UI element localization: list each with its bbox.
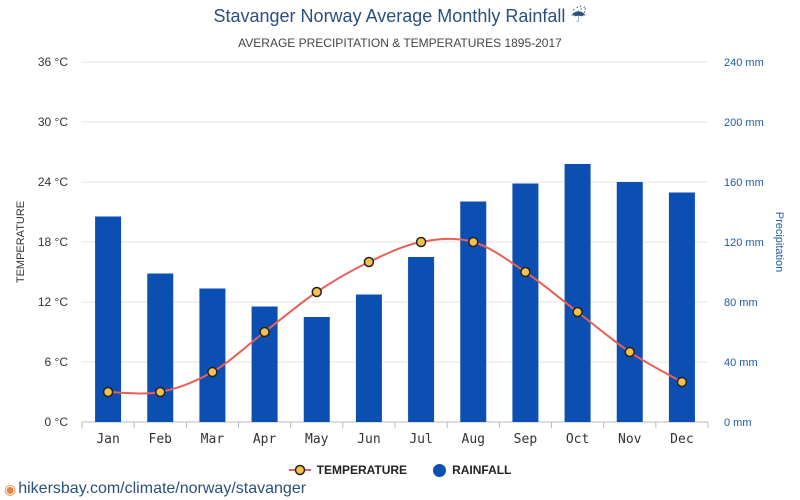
- x-tick-label: Feb: [149, 432, 173, 447]
- y-tick-label-left: 18 °C: [38, 235, 68, 249]
- location-pin-icon: ◉: [4, 480, 17, 497]
- x-tick-label: Jan: [96, 432, 119, 447]
- temperature-point: [468, 236, 479, 248]
- x-tick-label: May: [305, 432, 329, 447]
- legend-label-temperature: TEMPERATURE: [316, 463, 408, 477]
- temperature-line: [108, 237, 683, 395]
- source-link[interactable]: ◉ hikersbay.com/climate/norway/stavanger: [4, 480, 306, 498]
- y-tick-label-left: 30 °C: [38, 115, 68, 129]
- y-tick-label-right: 200 mm: [724, 117, 764, 129]
- y-axis-left: 0 °C 6 °C 12 °C 18 °C 24 °C 30 °C 36 °C: [38, 55, 68, 429]
- temperature-point: [259, 326, 270, 338]
- gridlines: [82, 61, 708, 423]
- y-tick-label-left: 36 °C: [38, 55, 68, 69]
- temperature-point: [207, 366, 218, 378]
- x-tick-label: Mar: [201, 432, 225, 447]
- temperature-point: [311, 286, 322, 298]
- y-axis-title-right: Precipitation: [773, 212, 785, 273]
- y-tick-label-left: 12 °C: [38, 295, 68, 309]
- temperature-marker-icon: [288, 464, 311, 476]
- y-tick-label-left: 0 °C: [45, 415, 69, 429]
- rainfall-bars: [95, 164, 695, 422]
- temperature-point: [520, 266, 531, 278]
- y-axis-right: 0 mm 40 mm 80 mm 120 mm 160 mm 200 mm 240 mm: [724, 57, 764, 429]
- chart-title: Stavanger Norway Average Monthly Rainfal…: [213, 6, 587, 26]
- legend-item-temperature[interactable]: TEMPERATURE: [288, 463, 408, 477]
- temperature-point: [363, 256, 375, 268]
- x-tick-label: Oct: [566, 432, 589, 447]
- x-tick-label: Jul: [409, 432, 432, 447]
- temperature-point: [572, 306, 583, 318]
- x-tick-label: Apr: [253, 432, 277, 447]
- rainfall-bar: [564, 164, 591, 422]
- temperature-point: [415, 236, 427, 248]
- y-tick-label-right: 160 mm: [724, 177, 764, 189]
- temperature-points: [102, 236, 688, 398]
- y-tick-label-left: 6 °C: [45, 355, 69, 369]
- rainfall-bar: [303, 317, 330, 422]
- legend: TEMPERATURE RAINFALL: [0, 463, 800, 477]
- rainfall-bar: [199, 288, 226, 422]
- source-link-text: hikersbay.com/climate/norway/stavanger: [18, 480, 307, 497]
- x-tick-label: Aug: [462, 432, 485, 447]
- x-axis: Jan Feb Mar Apr May Jun Jul Aug Sep Oct Nov Dec: [81, 422, 709, 447]
- rainfall-dot-icon: [433, 463, 447, 477]
- chart-subtitle: AVERAGE PRECIPITATION & TEMPERATURES 189…: [238, 36, 562, 50]
- legend-label-rainfall: RAINFALL: [452, 463, 512, 477]
- rainfall-bar: [355, 294, 382, 422]
- rainfall-bar: [512, 183, 539, 422]
- x-tick-label: Nov: [618, 432, 642, 447]
- x-tick-label: Sep: [514, 432, 538, 447]
- temperature-point: [102, 386, 114, 398]
- y-tick-label-right: 120 mm: [724, 237, 764, 249]
- y-tick-label-right: 80 mm: [724, 297, 758, 309]
- rainfall-bar: [408, 257, 435, 422]
- y-tick-label-right: 240 mm: [724, 57, 764, 69]
- rainfall-bar: [147, 273, 174, 422]
- temperature-point: [676, 376, 688, 388]
- x-tick-label: Jun: [357, 432, 380, 447]
- y-tick-label-right: 40 mm: [724, 357, 758, 369]
- y-tick-label-right: 0 mm: [724, 417, 752, 429]
- y-axis-title-left: TEMPERATURE: [15, 201, 27, 283]
- rainfall-bar: [616, 182, 643, 422]
- y-tick-label-left: 24 °C: [38, 175, 68, 189]
- x-tick-label: Dec: [670, 432, 693, 447]
- temperature-point: [155, 386, 166, 398]
- temperature-point: [624, 346, 635, 358]
- legend-item-rainfall[interactable]: RAINFALL: [433, 463, 511, 477]
- rainfall-bar: [668, 192, 695, 422]
- rainfall-bar: [460, 201, 487, 422]
